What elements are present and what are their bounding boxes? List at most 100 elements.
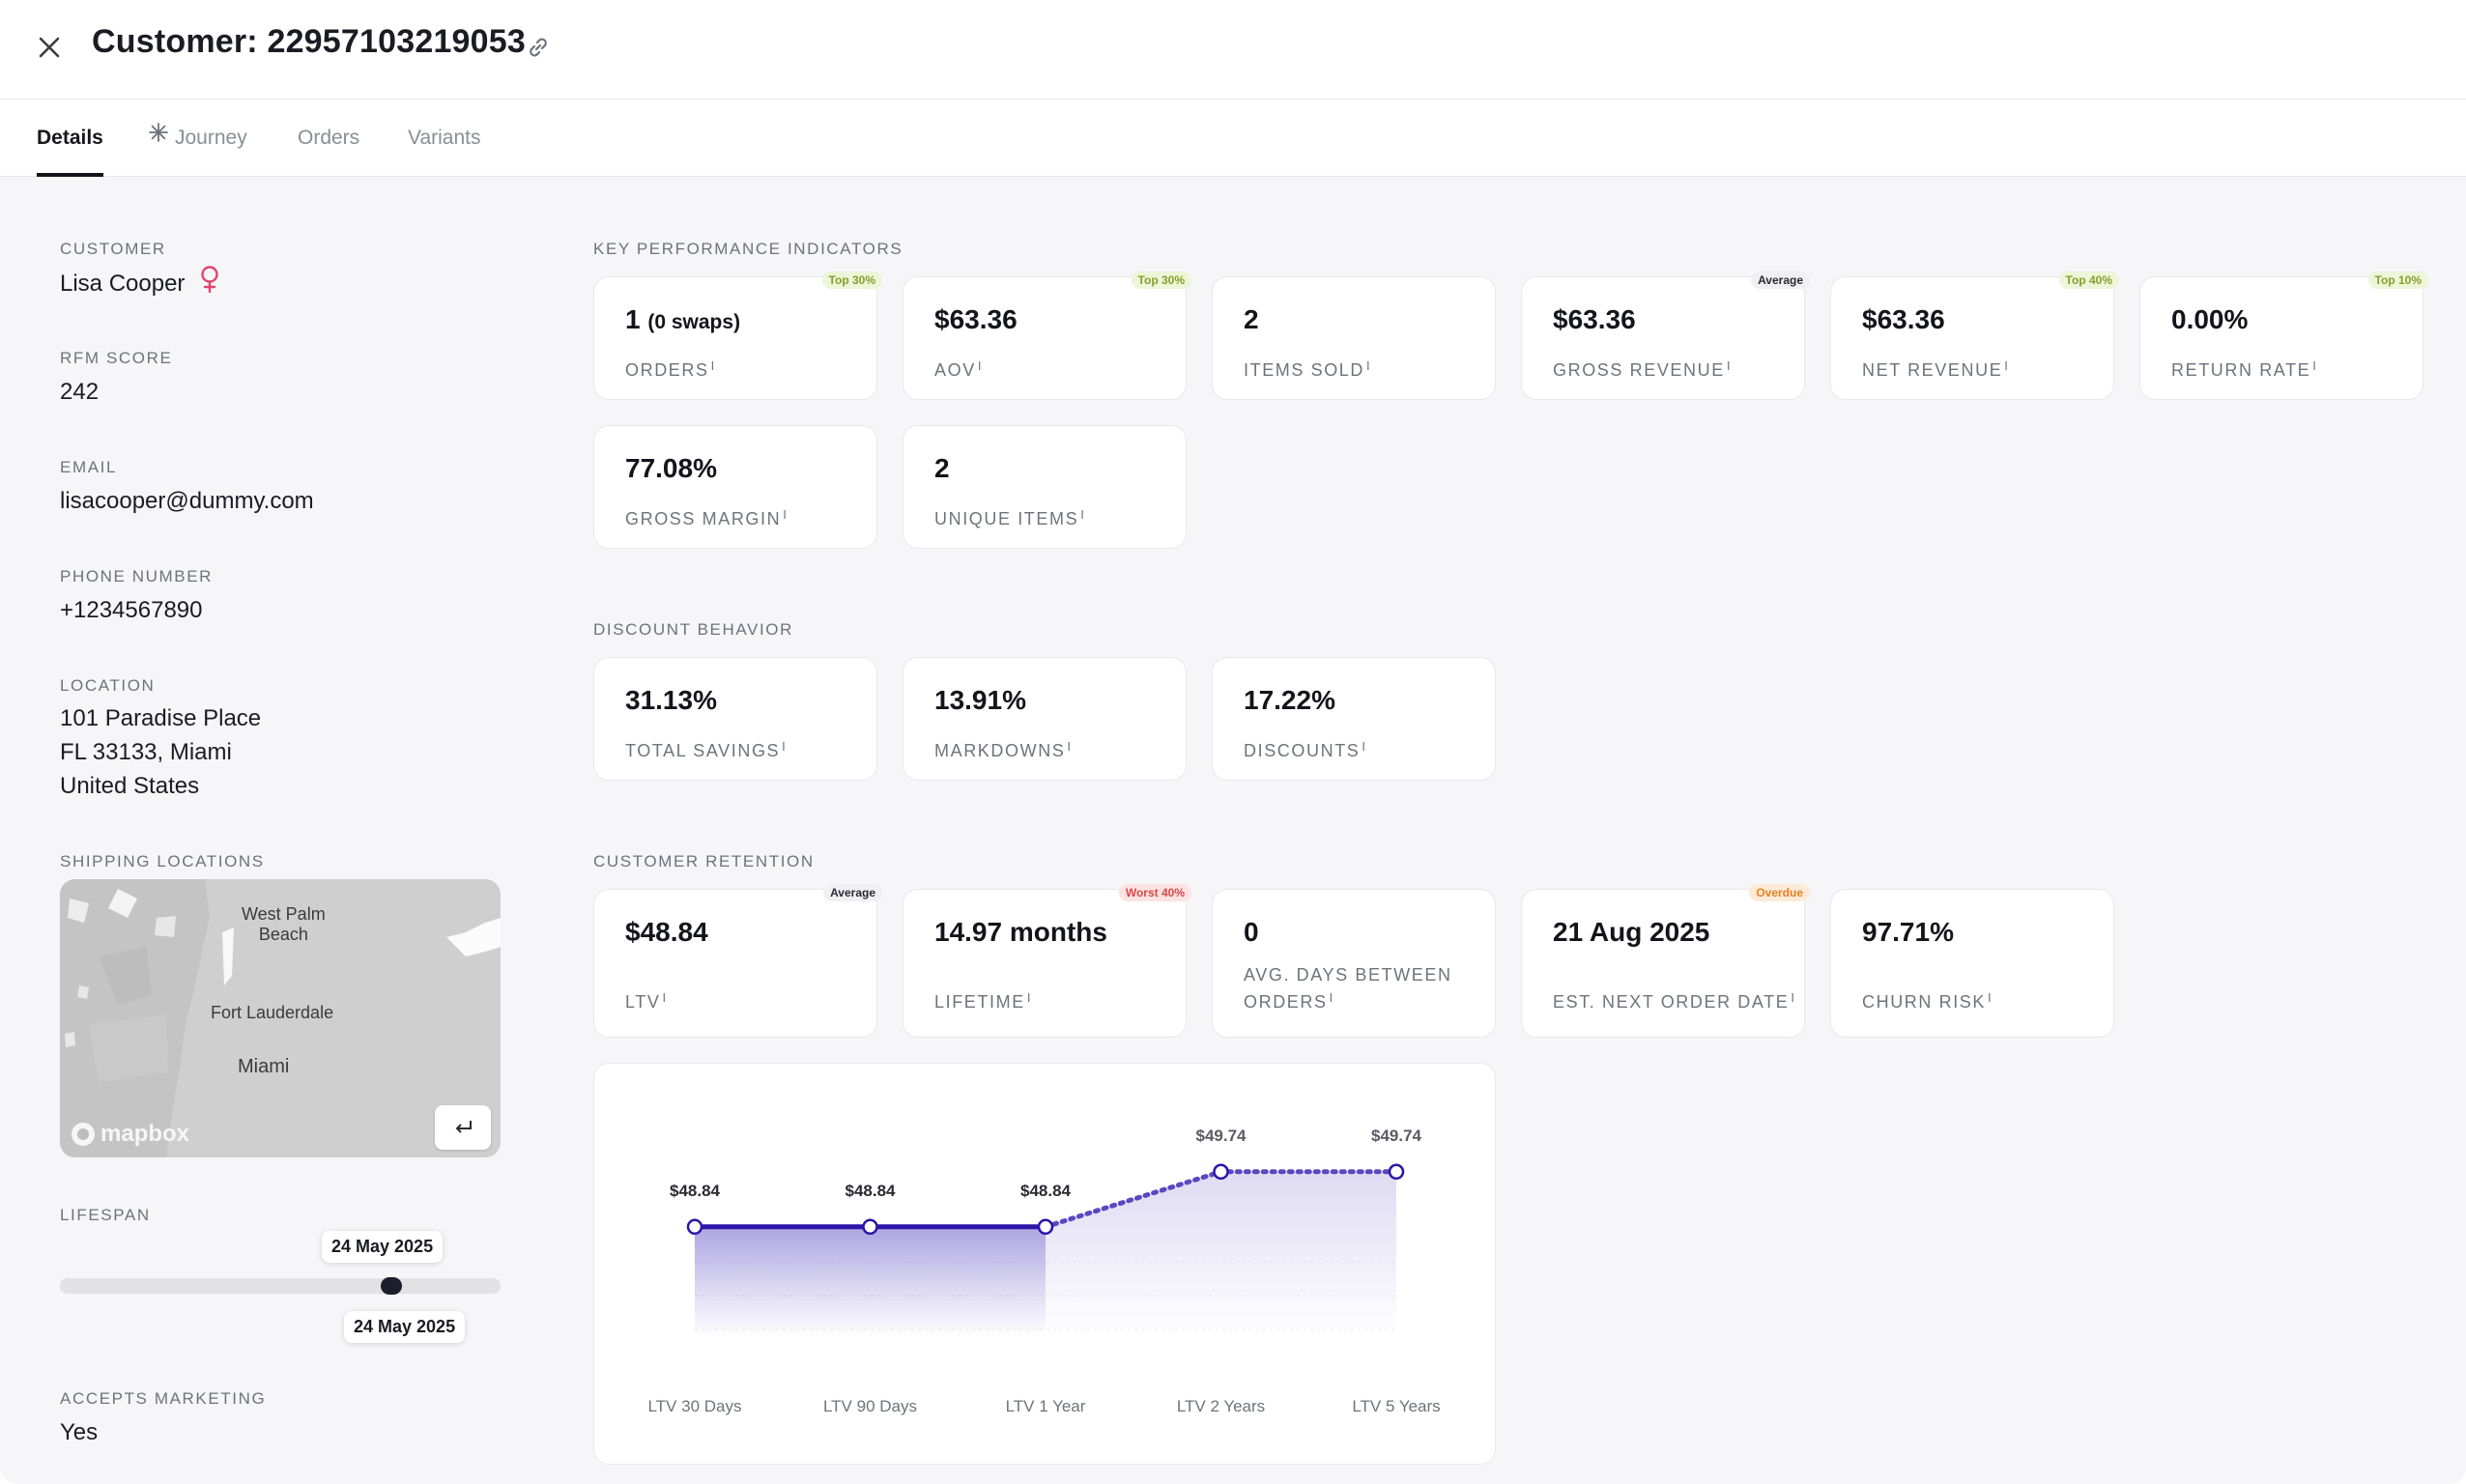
kpi-card-gross-revenue: Average $63.36 GROSS REVENUE i [1521,271,1810,400]
info-icon[interactable]: i [1329,990,1333,1005]
info-icon[interactable]: i [2312,358,2316,373]
chart-point[interactable] [686,1218,703,1236]
discount-card-markdowns: 13.91% MARKDOWNS i [903,657,1187,781]
retention-churn-risk-label: CHURN RISK i [1862,986,1992,1013]
retention-card-ltv: Average $48.84 LTV i [593,884,882,1038]
customer-name: Lisa Cooper [60,266,220,300]
kpi-card-aov: Top 30% $63.36 AOV i [903,271,1191,400]
tab-variants[interactable]: Variants [408,127,481,149]
kpi-aov-label-text: AOV [934,360,976,380]
tab-orders[interactable]: Orders [298,127,360,149]
lifespan-label: LIFESPAN [60,1206,151,1224]
discount-total-savings-label: TOTAL SAVINGS i [625,735,786,762]
kpi-orders-swaps: (0 swaps) [647,311,741,333]
chart-areas [695,1171,1396,1336]
chart-points [686,1163,1405,1236]
discount-card-total-savings: 31.13% TOTAL SAVINGS i [593,657,877,781]
chart-tick-label: LTV 1 Year [1006,1397,1086,1415]
kpi-items-sold-label: ITEMS SOLD i [1244,355,1370,382]
kpi-card-return-rate: Top 10% 0.00% RETURN RATE i [2139,271,2428,400]
phone-value: +1234567890 [60,597,203,623]
info-icon[interactable]: i [1366,358,1370,373]
sparkle-icon [148,99,169,175]
info-icon[interactable]: i [1791,990,1794,1005]
retention-avg-days-value: 0 [1244,917,1259,947]
kpi-gross-margin-value: 77.08% [625,453,717,483]
info-icon[interactable]: i [1988,990,1992,1005]
mapbox-mark-icon [72,1123,95,1146]
kpi-aov-badge: Top 30% [1131,271,1191,289]
page-title: Customer: 22957103219053 [92,23,526,60]
kpi-gross-revenue-value: $63.36 [1553,304,1636,334]
info-icon[interactable]: i [977,358,982,373]
discount-discounts-value: 17.22% [1244,685,1335,715]
info-icon[interactable]: i [1026,990,1031,1005]
discount-total-savings-label-text: TOTAL SAVINGS [625,741,781,760]
chart-area-actual [695,1226,1046,1336]
info-icon[interactable]: i [1362,739,1366,754]
kpi-aov-label: AOV i [934,355,981,382]
chart-tick-label: LTV 2 Years [1177,1397,1265,1415]
phone-label: PHONE NUMBER [60,567,214,585]
info-icon[interactable]: i [782,739,786,754]
location-line3: United States [60,773,200,799]
tab-bar: Details Journey Orders Variants [0,100,2466,177]
shipping-map[interactable]: West Palm Beach Fort Lauderdale Miami map… [60,879,501,1157]
retention-lifetime-value: 14.97 months [934,917,1107,947]
chart-data-label: $48.84 [1020,1182,1072,1200]
location-line2: FL 33133, Miami [60,739,232,765]
chart-point[interactable] [862,1218,878,1236]
tab-journey[interactable]: Journey [148,100,247,176]
chart-data-label: $48.84 [670,1182,721,1200]
info-icon[interactable]: i [662,990,667,1005]
kpi-unique-items-value: 2 [934,453,950,483]
mapbox-logo[interactable]: mapbox [70,1121,189,1148]
retention-lifetime-badge: Worst 40% [1118,884,1191,901]
kpi-orders-badge: Top 30% [821,271,882,289]
retention-churn-risk-value: 97.71% [1862,917,1954,947]
ltv-chart[interactable]: $48.84 $48.84 $48.84 $49.74 $49.74 LTV 30 Da… [594,1064,1495,1464]
tab-details[interactable]: Details [37,100,103,177]
info-icon[interactable]: i [1080,507,1084,522]
chart-point[interactable] [1388,1163,1405,1181]
chart-point[interactable] [1037,1218,1054,1236]
map-city-west-palm-beach: West Palm Beach [242,904,326,944]
customer-label: CUSTOMER [60,240,166,258]
close-button[interactable] [33,31,66,64]
chart-data-label: $48.84 [846,1182,897,1200]
retention-ltv-badge: Average [823,884,882,901]
lifespan-slider-thumb[interactable] [381,1277,402,1295]
kpi-return-rate-label-text: RETURN RATE [2171,360,2311,380]
info-icon[interactable]: i [2004,358,2008,373]
kpi-return-rate-label: RETURN RATE i [2171,355,2316,382]
map-land [60,879,501,1157]
map-reset-button[interactable] [435,1105,491,1150]
kpi-aov-value: $63.36 [934,304,1018,334]
kpi-section-label: KEY PERFORMANCE INDICATORS [593,240,903,258]
kpi-card-items-sold: 2 ITEMS SOLD i [1212,276,1496,400]
kpi-gross-revenue-label: GROSS REVENUE i [1553,355,1730,382]
discount-card-discounts: 17.22% DISCOUNTS i [1212,657,1496,781]
rfm-score-value: 242 [60,379,100,405]
info-icon[interactable]: i [1067,739,1072,754]
chart-data-label: $49.74 [1371,1127,1422,1145]
lifespan-slider-track[interactable] [60,1278,501,1294]
map-city-miami: Miami [238,1056,290,1077]
chart-ticks: LTV 30 Days LTV 90 Days LTV 1 Year LTV 2 Ye… [647,1397,1440,1415]
kpi-orders-count: 1 [625,304,641,334]
discount-discounts-label: DISCOUNTS i [1244,735,1365,762]
email-value: lisacooper@dummy.com [60,488,314,514]
discount-markdowns-value: 13.91% [934,685,1026,715]
info-icon[interactable]: i [1726,358,1731,373]
discount-section-label: DISCOUNT BEHAVIOR [593,620,793,639]
kpi-return-rate-value: 0.00% [2171,304,2249,334]
map-city-fort-lauderdale: Fort Lauderdale [211,1003,334,1022]
copy-link-button[interactable] [522,31,555,64]
info-icon[interactable]: i [783,507,787,522]
kpi-items-sold-value: 2 [1244,304,1259,334]
info-icon[interactable]: i [710,358,715,373]
chart-point[interactable] [1213,1163,1229,1181]
location-label: LOCATION [60,676,156,695]
chart-labels: $48.84 $48.84 $48.84 $49.74 $49.74 [670,1127,1422,1200]
retention-card-avg-days: 0 AVG. DAYS BETWEEN ORDERS i [1212,889,1496,1038]
